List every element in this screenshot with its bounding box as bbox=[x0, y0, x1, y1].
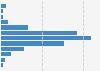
Bar bbox=[1, 4, 6, 8]
Bar bbox=[1, 31, 77, 35]
Bar bbox=[1, 52, 11, 56]
Bar bbox=[1, 47, 24, 51]
Bar bbox=[1, 9, 3, 13]
Bar bbox=[1, 25, 28, 30]
Bar bbox=[1, 15, 3, 19]
Bar bbox=[1, 20, 8, 24]
Bar bbox=[1, 63, 3, 67]
Bar bbox=[1, 41, 64, 46]
Bar bbox=[1, 36, 91, 40]
Bar bbox=[1, 58, 4, 62]
